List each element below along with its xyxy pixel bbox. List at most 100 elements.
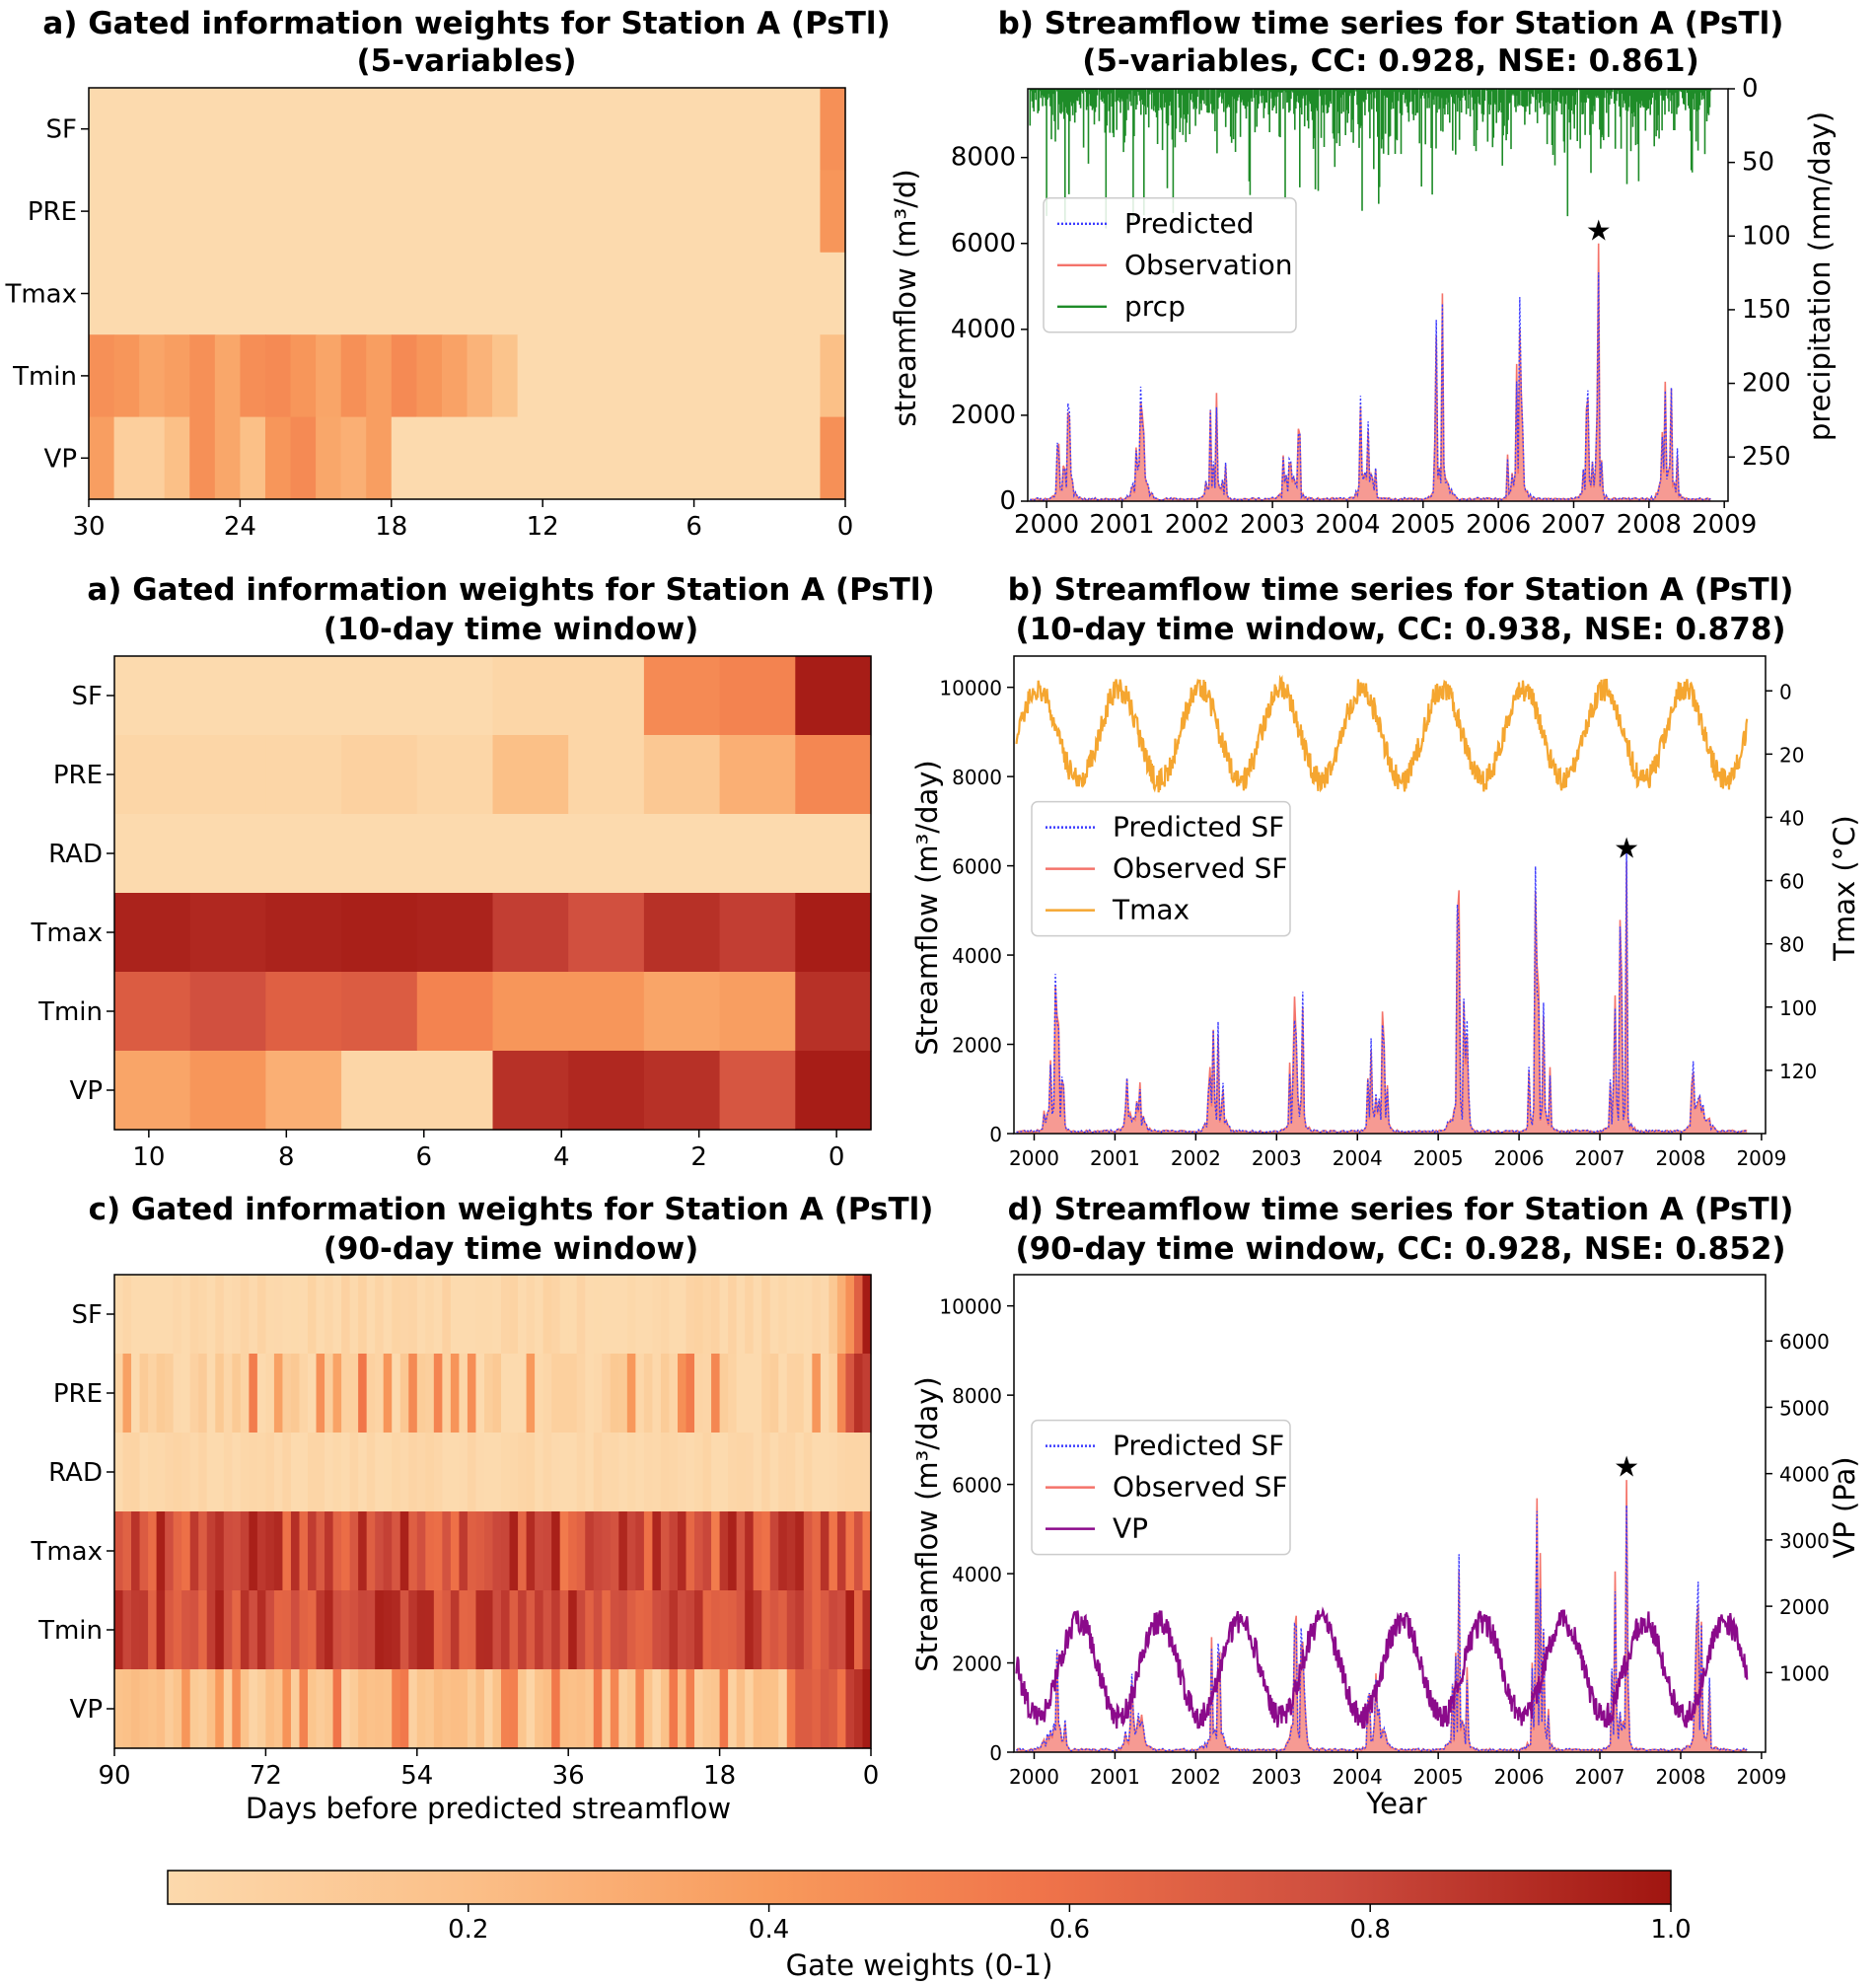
ts3-y2tick-label: 5000 bbox=[1779, 1396, 1830, 1420]
heat3-cell bbox=[685, 1275, 695, 1355]
ts1-legend-label: Observation bbox=[1124, 249, 1293, 281]
heat3-cell bbox=[198, 1275, 208, 1355]
heat2-cell bbox=[795, 1051, 872, 1131]
heat1-xtick-label: 30 bbox=[72, 512, 105, 542]
ts1-ytick-label: 8000 bbox=[951, 143, 1016, 173]
heat3-cell bbox=[518, 1433, 528, 1512]
heat3-cell bbox=[845, 1354, 855, 1434]
heat3-cell bbox=[736, 1354, 746, 1434]
heat1-cell bbox=[669, 334, 695, 418]
heat3-cell bbox=[232, 1669, 242, 1749]
heat3-cell bbox=[240, 1433, 250, 1512]
ts3-y2tick-label: 1000 bbox=[1779, 1661, 1830, 1685]
heat3-cell bbox=[156, 1511, 166, 1591]
heat3-cell bbox=[677, 1590, 687, 1670]
ts2-y2tick-label: 60 bbox=[1779, 870, 1804, 894]
heat3-cell bbox=[256, 1433, 266, 1512]
heat3-cell bbox=[442, 1511, 452, 1591]
heat3-cell bbox=[249, 1433, 258, 1512]
heat1-cell bbox=[492, 170, 519, 254]
heat1-cell bbox=[617, 416, 645, 500]
heat3-cell bbox=[694, 1590, 704, 1670]
ts2-xtick-label: 2004 bbox=[1333, 1146, 1383, 1170]
ts1-legend-box bbox=[1043, 197, 1297, 333]
heat1-cell bbox=[567, 416, 594, 500]
ts2-ytick-label: 8000 bbox=[952, 766, 1002, 789]
heat3-cell bbox=[450, 1275, 461, 1355]
heat1-cell bbox=[769, 252, 796, 335]
heat3-cell bbox=[156, 1433, 166, 1512]
heat3-cell bbox=[148, 1354, 158, 1434]
heat3-cell bbox=[593, 1669, 603, 1749]
heat1-cell bbox=[240, 170, 266, 254]
heat3-cell bbox=[685, 1669, 695, 1749]
heat2-cell bbox=[341, 814, 418, 894]
heat2-title-line1: a) Gated information weights for Station… bbox=[87, 572, 934, 608]
heat3-cell bbox=[156, 1354, 166, 1434]
heat1-cell bbox=[164, 416, 190, 500]
heat3-cell bbox=[265, 1354, 275, 1434]
heat1-cell bbox=[416, 170, 443, 254]
heat3-cell bbox=[139, 1275, 149, 1355]
heat3-cell bbox=[542, 1433, 552, 1512]
heat3-cell bbox=[341, 1433, 351, 1512]
heat3-cell bbox=[753, 1354, 762, 1434]
heat3-cell bbox=[442, 1354, 452, 1434]
heat1-cell bbox=[617, 88, 645, 171]
heat2-cell bbox=[189, 972, 266, 1052]
heat1-cell bbox=[794, 170, 822, 254]
heat3-cell bbox=[585, 1433, 595, 1512]
heat3-cell bbox=[425, 1354, 435, 1434]
heat1-cell bbox=[467, 252, 493, 335]
heat3-cell bbox=[265, 1275, 275, 1355]
heat3-cell bbox=[467, 1590, 477, 1670]
heat3-cell bbox=[820, 1669, 830, 1749]
heat1-cell bbox=[693, 334, 720, 418]
heat3-cell bbox=[249, 1354, 258, 1434]
heat3-cell bbox=[273, 1669, 284, 1749]
heat3-cell bbox=[836, 1511, 847, 1591]
heat3-cell bbox=[702, 1275, 712, 1355]
heat3-cell bbox=[399, 1433, 409, 1512]
ts2-xtick-label: 2006 bbox=[1494, 1146, 1545, 1170]
heat3-cell bbox=[349, 1511, 359, 1591]
heat1-cell bbox=[164, 252, 190, 335]
heat1-cell bbox=[240, 88, 266, 171]
heat2-cell bbox=[719, 814, 796, 894]
heat3-cell bbox=[308, 1354, 318, 1434]
heat3-cell bbox=[694, 1354, 704, 1434]
heat3-cell bbox=[475, 1275, 485, 1355]
heat3-cell bbox=[131, 1511, 141, 1591]
heat1-cell bbox=[441, 88, 469, 171]
heat3-cell bbox=[299, 1275, 309, 1355]
heat3-cell bbox=[626, 1354, 636, 1434]
heat1-cell bbox=[290, 252, 317, 335]
heat3-cell bbox=[728, 1590, 738, 1670]
ts3-frame bbox=[1013, 1274, 1767, 1753]
heat3-cell bbox=[728, 1433, 738, 1512]
heat2-cell bbox=[568, 656, 645, 736]
heat3-cell bbox=[711, 1433, 721, 1512]
heat1-cell bbox=[669, 88, 695, 171]
heat3-cell bbox=[189, 1275, 199, 1355]
heat3-cell bbox=[316, 1511, 325, 1591]
heat3-cell bbox=[559, 1590, 569, 1670]
heat2-cell bbox=[341, 656, 418, 736]
heat3-cell bbox=[568, 1354, 578, 1434]
heat3-cell bbox=[576, 1511, 586, 1591]
heat1-cell bbox=[290, 170, 317, 254]
heat3-cell bbox=[198, 1590, 208, 1670]
heat3-cell bbox=[383, 1433, 393, 1512]
heat3-cell bbox=[795, 1354, 805, 1434]
heat3-cell bbox=[736, 1669, 746, 1749]
heat3-cell bbox=[122, 1354, 132, 1434]
heat3-cell bbox=[139, 1354, 149, 1434]
heat3-cell bbox=[593, 1590, 603, 1670]
heat3-cell bbox=[325, 1433, 334, 1512]
heat3-cell bbox=[728, 1511, 738, 1591]
heat1-cell bbox=[189, 170, 216, 254]
heat3-cell bbox=[122, 1669, 132, 1749]
heat1-cell bbox=[744, 170, 770, 254]
ts3-xtick-label: 2008 bbox=[1656, 1765, 1706, 1789]
heat3-cell bbox=[702, 1669, 712, 1749]
